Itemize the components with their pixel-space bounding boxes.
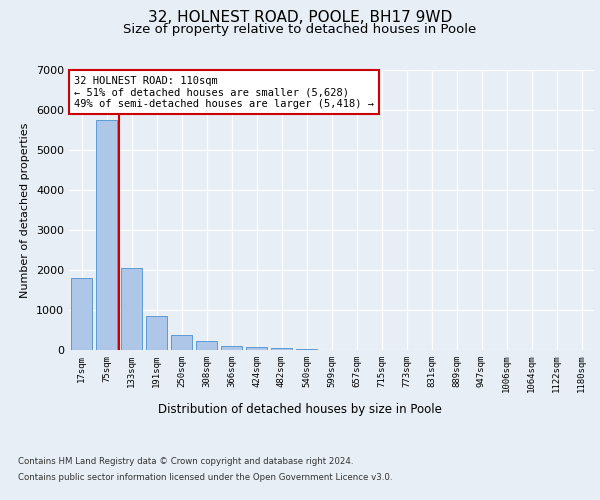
Bar [271,348,292,350]
Bar [171,335,192,350]
Bar [221,346,242,350]
Text: 32 HOLNEST ROAD: 110sqm
← 51% of detached houses are smaller (5,628)
49% of semi: 32 HOLNEST ROAD: 110sqm ← 51% of detache… [74,76,374,109]
Bar [71,278,92,350]
Text: 32, HOLNEST ROAD, POOLE, BH17 9WD: 32, HOLNEST ROAD, POOLE, BH17 9WD [148,10,452,25]
Text: Size of property relative to detached houses in Poole: Size of property relative to detached ho… [124,22,476,36]
Bar [96,120,117,350]
Bar [246,348,267,350]
Text: Contains HM Land Registry data © Crown copyright and database right 2024.: Contains HM Land Registry data © Crown c… [18,458,353,466]
Y-axis label: Number of detached properties: Number of detached properties [20,122,31,298]
Bar [121,268,142,350]
Text: Contains public sector information licensed under the Open Government Licence v3: Contains public sector information licen… [18,472,392,482]
Text: Distribution of detached houses by size in Poole: Distribution of detached houses by size … [158,402,442,415]
Bar [196,341,217,350]
Bar [146,316,167,350]
